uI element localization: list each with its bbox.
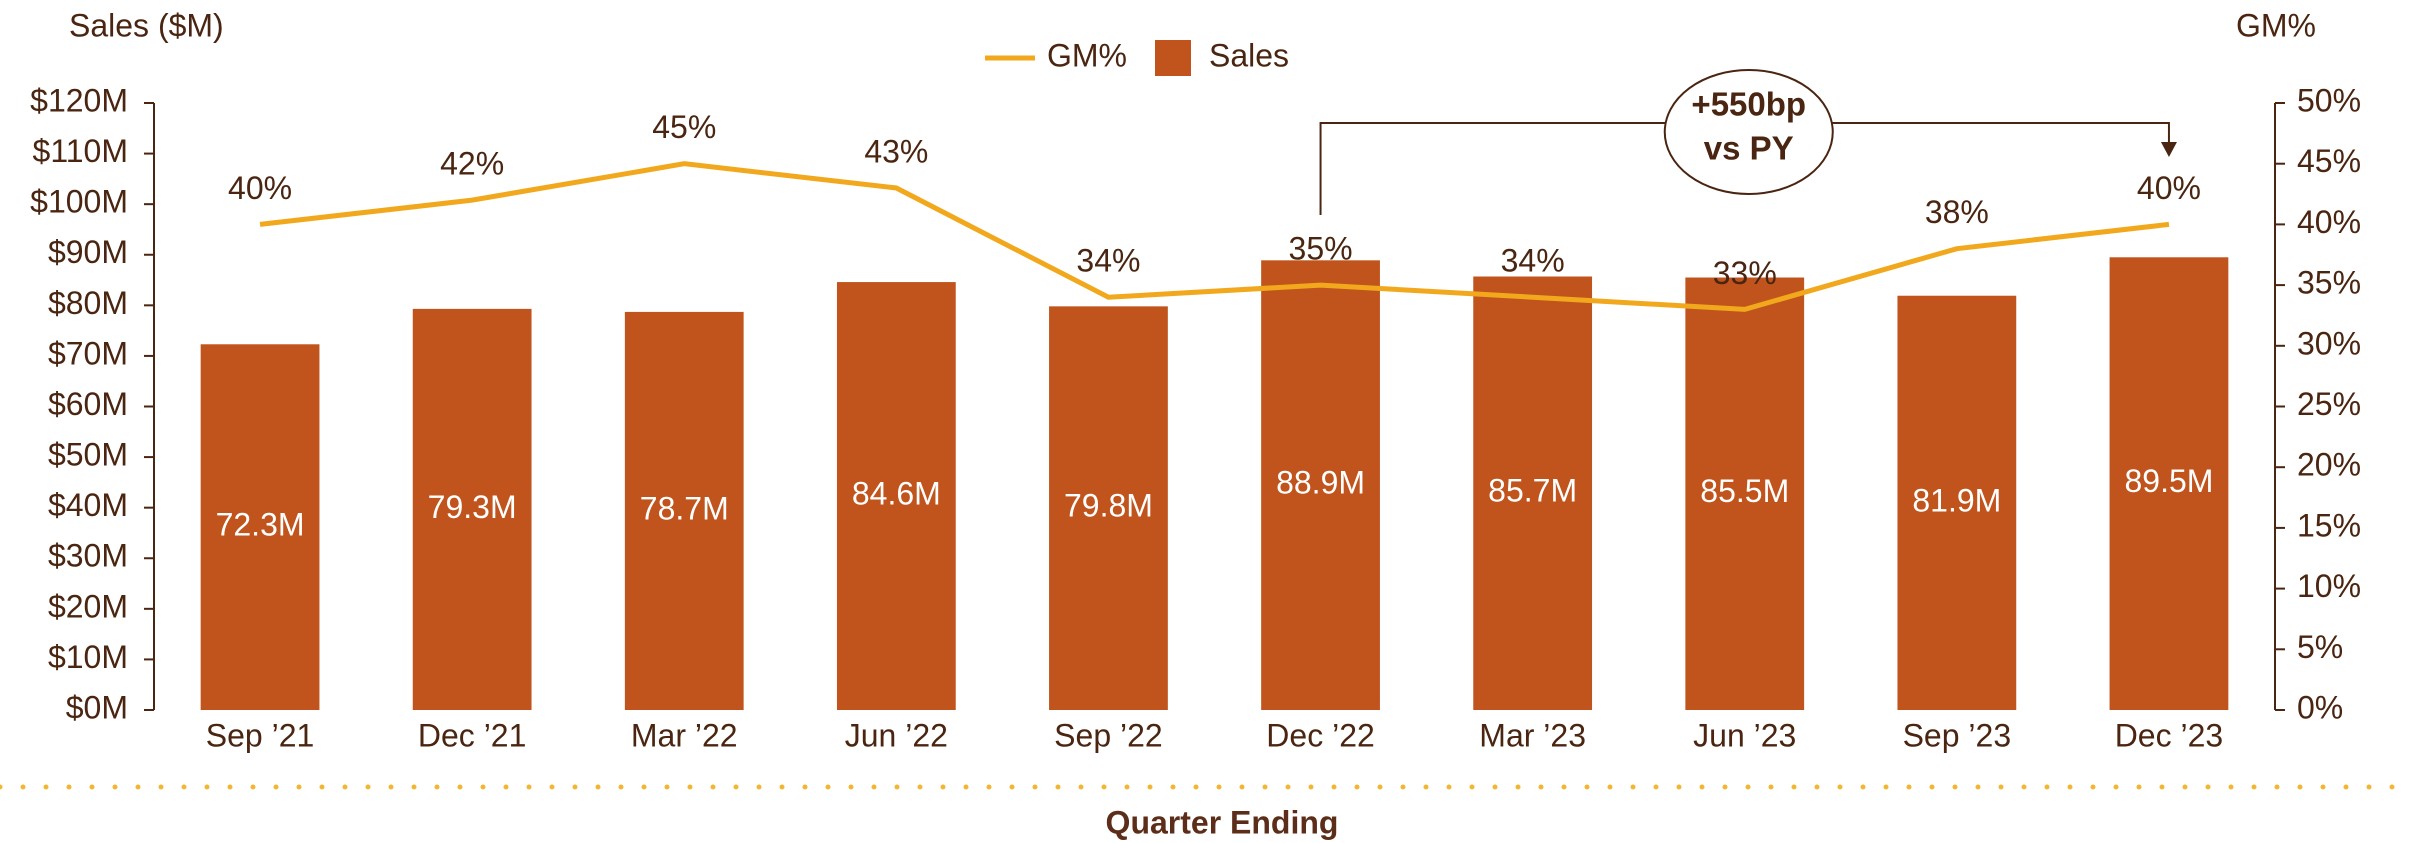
y2-tick-label: 40% xyxy=(2297,204,2361,240)
legend-label: GM% xyxy=(1047,37,1127,73)
bar xyxy=(1685,277,1805,710)
y2-tick-label: 35% xyxy=(2297,265,2361,301)
y2-tick-label: 50% xyxy=(2297,82,2361,118)
bar xyxy=(412,308,532,710)
bar-label: 81.9M xyxy=(1912,482,2001,518)
y-tick-label: $0M xyxy=(66,689,128,725)
y-tick-label: $20M xyxy=(48,588,128,624)
line-label: 34% xyxy=(1501,243,1565,279)
y-tick-label: $90M xyxy=(48,234,128,270)
y2-tick-label: 30% xyxy=(2297,325,2361,361)
line-label: 35% xyxy=(1289,231,1353,267)
x-tick-label: Dec ’23 xyxy=(2115,717,2224,753)
y-tick-label: $110M xyxy=(33,133,128,169)
bar xyxy=(836,282,956,710)
x-tick-label: Sep ’23 xyxy=(1903,717,2012,753)
annotation-bubble xyxy=(1663,69,1834,195)
bar xyxy=(1049,306,1168,710)
line-label: 38% xyxy=(1925,194,1989,230)
y2-tick-label: 20% xyxy=(2297,447,2361,483)
x-tick-label: Dec ’22 xyxy=(1266,717,1375,753)
bar-label: 84.6M xyxy=(852,475,941,511)
bar xyxy=(200,344,320,710)
y-tick-label: $70M xyxy=(48,335,128,371)
y2-tick-label: 0% xyxy=(2297,689,2343,725)
line-label: 43% xyxy=(864,133,928,169)
bar-label: 88.9M xyxy=(1276,465,1365,501)
x-tick-label: Jun ’22 xyxy=(845,717,948,753)
bar-label: 89.5M xyxy=(2124,463,2213,499)
x-tick-label: Jun ’23 xyxy=(1693,717,1796,753)
y-tick-label: $60M xyxy=(48,386,128,422)
x-tick-label: Mar ’23 xyxy=(1479,717,1586,753)
y-tick-label: $50M xyxy=(48,437,128,473)
bar xyxy=(1473,276,1593,710)
legend-swatch xyxy=(1155,40,1191,76)
y-axis-title: Sales ($M) xyxy=(69,7,224,43)
line-label: 45% xyxy=(652,109,716,145)
legend-label: Sales xyxy=(1209,37,1289,73)
y2-tick-label: 45% xyxy=(2297,143,2361,179)
gm-line xyxy=(259,161,2170,312)
annotation-text: vs PY xyxy=(1704,130,1794,167)
bar-label: 79.3M xyxy=(428,489,517,525)
line-label: 40% xyxy=(228,170,292,206)
x-tick-label: Dec ’21 xyxy=(418,717,527,753)
y-tick-label: $10M xyxy=(48,639,128,675)
bar-label: 79.8M xyxy=(1064,488,1153,524)
x-tick-label: Sep ’21 xyxy=(206,717,315,753)
y2-tick-label: 10% xyxy=(2297,568,2361,604)
bar-label: 85.7M xyxy=(1488,473,1577,509)
bar xyxy=(1261,260,1380,710)
y-tick-label: $30M xyxy=(48,538,128,574)
bar xyxy=(624,311,744,710)
annotation-arrow xyxy=(2160,142,2177,157)
y2-tick-label: 15% xyxy=(2297,507,2361,543)
bar-label: 72.3M xyxy=(216,507,305,543)
bar xyxy=(2109,257,2229,710)
line-label: 40% xyxy=(2137,170,2201,206)
x-tick-label: Mar ’22 xyxy=(631,717,738,753)
y-tick-label: $120M xyxy=(30,82,128,118)
y2-tick-label: 25% xyxy=(2297,386,2361,422)
bar xyxy=(1897,295,2017,710)
line-label: 42% xyxy=(440,146,504,182)
annotation-text: +550bp xyxy=(1691,86,1806,123)
bar-label: 85.5M xyxy=(1700,473,1789,509)
y-tick-label: $80M xyxy=(48,285,128,321)
x-tick-label: Sep ’22 xyxy=(1054,717,1163,753)
y-tick-label: $40M xyxy=(48,487,128,523)
y2-axis-title: GM% xyxy=(2236,7,2316,43)
bar-label: 78.7M xyxy=(640,490,729,526)
x-axis-title: Quarter Ending xyxy=(1106,804,1339,840)
line-label: 34% xyxy=(1076,243,1140,279)
y2-tick-label: 5% xyxy=(2297,629,2343,665)
line-label: 33% xyxy=(1713,255,1777,291)
y-tick-label: $100M xyxy=(30,184,128,220)
